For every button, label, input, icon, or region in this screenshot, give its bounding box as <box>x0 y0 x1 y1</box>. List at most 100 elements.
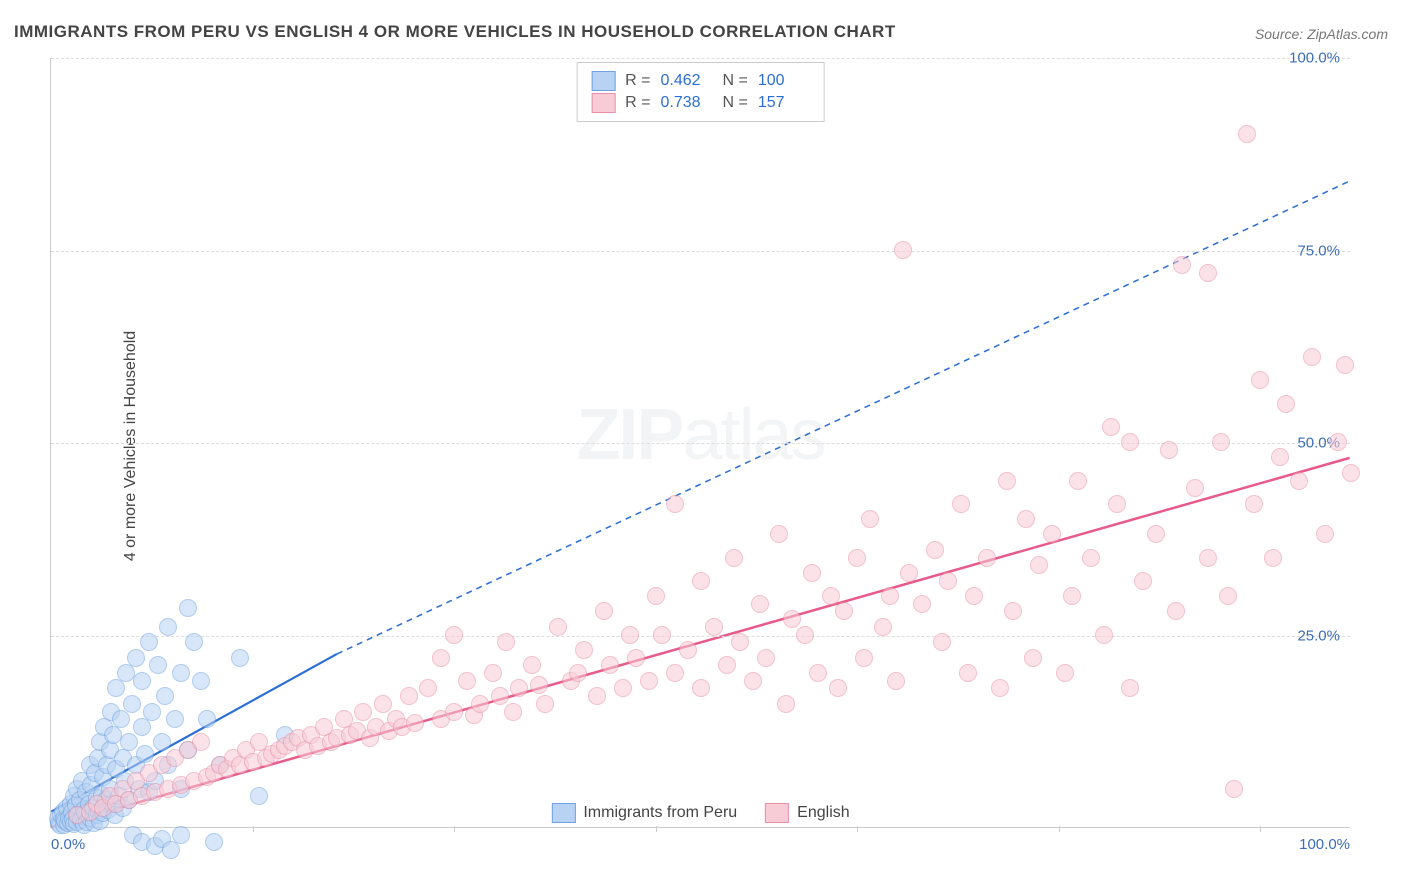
datapoint-english <box>1199 264 1217 282</box>
datapoint-english <box>400 687 418 705</box>
datapoint-english <box>1290 472 1308 490</box>
datapoint-english <box>601 656 619 674</box>
x-tick <box>1260 826 1261 832</box>
datapoint-english <box>1336 356 1354 374</box>
datapoint-english <box>835 602 853 620</box>
datapoint-english <box>653 626 671 644</box>
y-tick-label: 25.0% <box>1297 627 1340 644</box>
datapoint-english <box>783 610 801 628</box>
datapoint-peru <box>127 649 145 667</box>
correlation-stats-box: R = 0.462 N = 100 R = 0.738 N = 157 <box>576 62 825 122</box>
datapoint-english <box>900 564 918 582</box>
datapoint-english <box>504 703 522 721</box>
datapoint-english <box>718 656 736 674</box>
datapoint-english <box>491 687 509 705</box>
y-gridline <box>51 443 1350 444</box>
stat-key-r: R = <box>625 72 650 90</box>
regression-line <box>337 181 1350 654</box>
datapoint-english <box>855 649 873 667</box>
datapoint-peru <box>198 710 216 728</box>
x-tick <box>253 826 254 832</box>
y-gridline <box>51 58 1350 59</box>
datapoint-english <box>1147 525 1165 543</box>
datapoint-peru <box>172 826 190 844</box>
datapoint-english <box>952 495 970 513</box>
legend-label-english: English <box>797 804 849 822</box>
datapoint-english <box>1264 549 1282 567</box>
datapoint-english <box>523 656 541 674</box>
datapoint-peru <box>192 672 210 690</box>
datapoint-english <box>627 649 645 667</box>
y-tick-label: 100.0% <box>1289 50 1340 67</box>
datapoint-english <box>1219 587 1237 605</box>
datapoint-english <box>998 472 1016 490</box>
datapoint-english <box>692 679 710 697</box>
swatch-peru <box>551 803 575 823</box>
datapoint-english <box>1277 395 1295 413</box>
datapoint-english <box>861 510 879 528</box>
x-tick <box>656 826 657 832</box>
datapoint-english <box>1160 441 1178 459</box>
datapoint-peru <box>205 833 223 851</box>
datapoint-english <box>822 587 840 605</box>
datapoint-english <box>803 564 821 582</box>
datapoint-english <box>1063 587 1081 605</box>
datapoint-english <box>874 618 892 636</box>
datapoint-english <box>666 664 684 682</box>
datapoint-english <box>595 602 613 620</box>
datapoint-english <box>1108 495 1126 513</box>
datapoint-english <box>1056 664 1074 682</box>
datapoint-peru <box>140 633 158 651</box>
swatch-peru <box>591 71 615 91</box>
datapoint-english <box>1199 549 1217 567</box>
datapoint-english <box>445 626 463 644</box>
datapoint-english <box>484 664 502 682</box>
datapoint-english <box>419 679 437 697</box>
datapoint-english <box>1212 433 1230 451</box>
datapoint-english <box>913 595 931 613</box>
datapoint-english <box>991 679 1009 697</box>
datapoint-english <box>406 714 424 732</box>
datapoint-peru <box>156 687 174 705</box>
datapoint-english <box>1173 256 1191 274</box>
datapoint-english <box>926 541 944 559</box>
x-tick <box>454 826 455 832</box>
datapoint-peru <box>143 703 161 721</box>
datapoint-english <box>965 587 983 605</box>
datapoint-peru <box>172 664 190 682</box>
datapoint-english <box>848 549 866 567</box>
datapoint-english <box>1271 448 1289 466</box>
y-gridline <box>51 636 1350 637</box>
datapoint-english <box>1316 525 1334 543</box>
datapoint-english <box>471 695 489 713</box>
datapoint-english <box>1303 348 1321 366</box>
datapoint-english <box>374 695 392 713</box>
datapoint-english <box>192 733 210 751</box>
x-tick <box>857 826 858 832</box>
datapoint-english <box>1024 649 1042 667</box>
datapoint-english <box>959 664 977 682</box>
datapoint-peru <box>162 841 180 859</box>
datapoint-peru <box>179 599 197 617</box>
datapoint-english <box>1095 626 1113 644</box>
source-prefix: Source: <box>1255 26 1303 42</box>
datapoint-english <box>751 595 769 613</box>
scatter-plot-area: ZIPatlas R = 0.462 N = 100 R = 0.738 N =… <box>50 58 1350 828</box>
datapoint-english <box>458 672 476 690</box>
datapoint-english <box>1329 433 1347 451</box>
stat-n-peru: 100 <box>758 72 810 90</box>
source-attribution: Source: ZipAtlas.com <box>1255 26 1388 42</box>
datapoint-english <box>445 703 463 721</box>
datapoint-peru <box>153 733 171 751</box>
x-axis-min-label: 0.0% <box>51 836 85 853</box>
datapoint-english <box>640 672 658 690</box>
datapoint-english <box>569 664 587 682</box>
datapoint-english <box>1245 495 1263 513</box>
datapoint-english <box>575 641 593 659</box>
datapoint-english <box>588 687 606 705</box>
series-legend: Immigrants from Peru English <box>551 803 849 823</box>
datapoint-english <box>744 672 762 690</box>
datapoint-peru <box>112 710 130 728</box>
datapoint-english <box>1004 602 1022 620</box>
y-tick-label: 75.0% <box>1297 242 1340 259</box>
